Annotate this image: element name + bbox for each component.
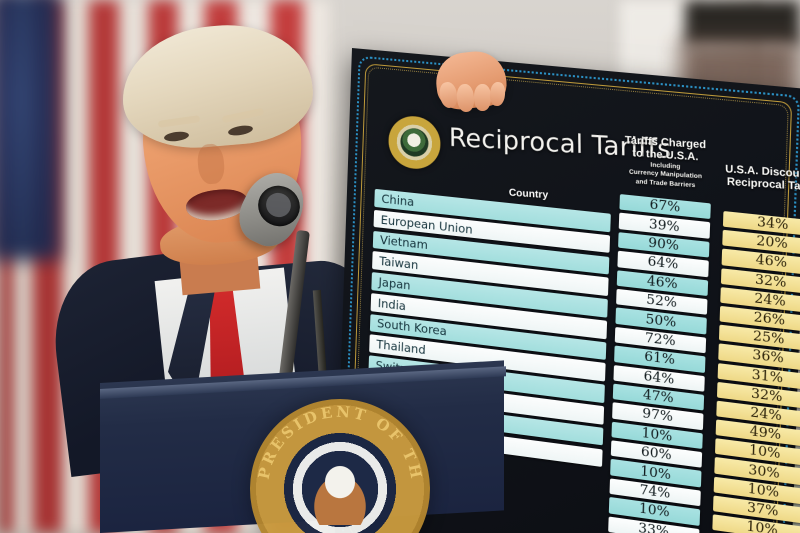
podium-seal-eagle bbox=[300, 459, 380, 525]
background-dark-eave bbox=[685, 0, 800, 46]
tariffs-charged-column: 67% 39% 90% 64% 46% 52% 50% 72% 61% 64% 47% 97% 10% 6… bbox=[607, 194, 711, 533]
finger bbox=[474, 84, 491, 111]
flag-canton bbox=[0, 0, 60, 260]
column-header-tariffs-charged: Tariffs Charged to the U.S.A. Including … bbox=[615, 133, 717, 190]
discounted-tariffs-column: 34% 20% 46% 32% 24% 26% 25% 36% 31% 32% 24% 49% 10% 3… bbox=[711, 211, 800, 533]
